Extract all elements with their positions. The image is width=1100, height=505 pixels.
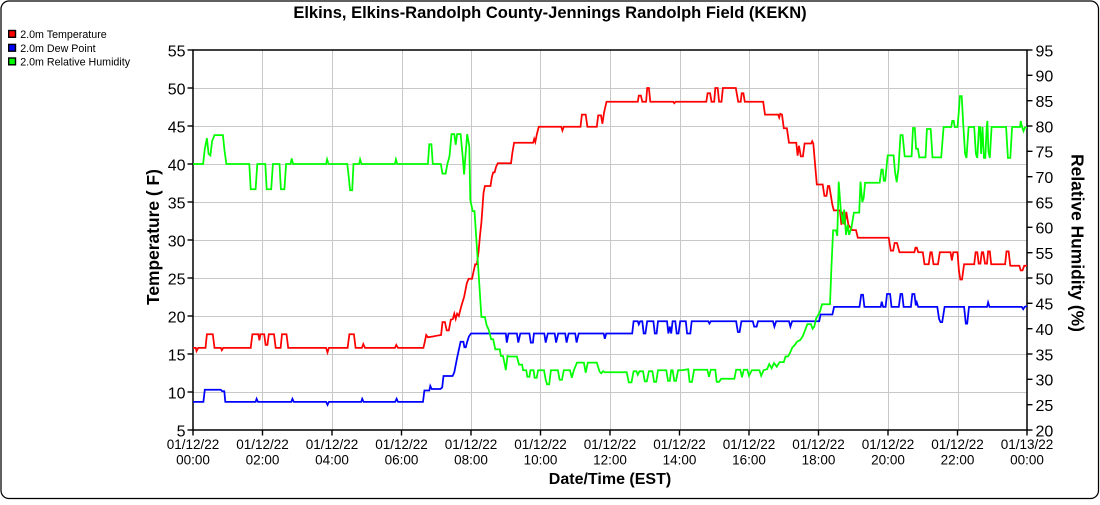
svg-text:08:00: 08:00: [454, 453, 488, 468]
svg-text:14:00: 14:00: [663, 453, 697, 468]
svg-text:15: 15: [168, 347, 186, 364]
svg-text:01/12/22: 01/12/22: [723, 437, 776, 452]
svg-text:10:00: 10:00: [524, 453, 558, 468]
svg-text:20: 20: [1036, 423, 1054, 440]
svg-text:01/12/22: 01/12/22: [236, 437, 289, 452]
svg-text:35: 35: [168, 195, 186, 212]
svg-text:00:00: 00:00: [1010, 453, 1044, 468]
svg-text:01/12/22: 01/12/22: [792, 437, 845, 452]
svg-text:01/12/22: 01/12/22: [375, 437, 428, 452]
svg-text:01/12/22: 01/12/22: [445, 437, 498, 452]
svg-text:45: 45: [1036, 297, 1054, 314]
svg-text:12:00: 12:00: [593, 453, 627, 468]
svg-text:95: 95: [1036, 43, 1054, 60]
svg-text:75: 75: [1036, 145, 1054, 162]
svg-text:50: 50: [168, 81, 186, 98]
svg-text:18:00: 18:00: [802, 453, 836, 468]
svg-text:30: 30: [1036, 373, 1054, 390]
svg-text:25: 25: [168, 271, 186, 288]
svg-text:01/12/22: 01/12/22: [931, 437, 984, 452]
svg-text:16:00: 16:00: [732, 453, 766, 468]
svg-text:20: 20: [168, 309, 186, 326]
svg-text:10: 10: [168, 385, 186, 402]
svg-text:60: 60: [1036, 221, 1054, 238]
svg-text:02:00: 02:00: [246, 453, 280, 468]
svg-text:22:00: 22:00: [941, 453, 975, 468]
svg-text:55: 55: [168, 43, 186, 60]
svg-text:35: 35: [1036, 347, 1054, 364]
svg-text:Relative Humidity (%): Relative Humidity (%): [1068, 154, 1088, 332]
svg-text:Elkins, Elkins-Randolph County: Elkins, Elkins-Randolph County-Jennings …: [293, 4, 806, 22]
svg-text:40: 40: [1036, 322, 1054, 339]
svg-text:40: 40: [168, 157, 186, 174]
svg-text:20:00: 20:00: [871, 453, 905, 468]
svg-text:90: 90: [1036, 69, 1054, 86]
svg-text:01/12/22: 01/12/22: [862, 437, 915, 452]
svg-text:80: 80: [1036, 119, 1054, 136]
svg-text:85: 85: [1036, 94, 1054, 111]
svg-text:2.0m Temperature: 2.0m Temperature: [20, 29, 107, 41]
svg-text:06:00: 06:00: [385, 453, 419, 468]
svg-text:00:00: 00:00: [176, 453, 210, 468]
svg-text:50: 50: [1036, 271, 1054, 288]
svg-text:70: 70: [1036, 170, 1054, 187]
svg-text:55: 55: [1036, 246, 1054, 263]
svg-text:45: 45: [168, 119, 186, 136]
svg-text:Temperature ( F): Temperature ( F): [143, 169, 163, 305]
svg-text:5: 5: [177, 423, 186, 440]
svg-text:01/12/22: 01/12/22: [653, 437, 706, 452]
svg-text:04:00: 04:00: [315, 453, 349, 468]
svg-text:01/13/22: 01/13/22: [1001, 437, 1054, 452]
svg-text:Date/Time (EST): Date/Time (EST): [549, 471, 671, 488]
svg-text:2.0m Dew Point: 2.0m Dew Point: [20, 43, 95, 55]
svg-text:25: 25: [1036, 398, 1054, 415]
svg-text:01/12/22: 01/12/22: [584, 437, 637, 452]
svg-text:01/12/22: 01/12/22: [306, 437, 359, 452]
svg-text:30: 30: [168, 233, 186, 250]
svg-text:2.0m Relative Humidity: 2.0m Relative Humidity: [20, 56, 131, 68]
svg-text:01/12/22: 01/12/22: [514, 437, 567, 452]
svg-text:01/12/22: 01/12/22: [167, 437, 220, 452]
svg-text:65: 65: [1036, 195, 1054, 212]
